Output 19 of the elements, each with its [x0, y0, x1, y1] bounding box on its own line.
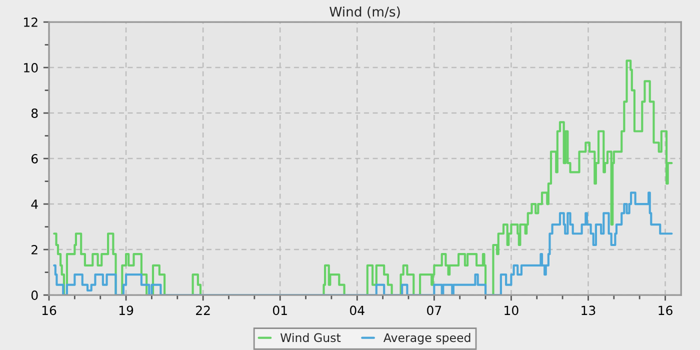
- y-tick-label: 10: [24, 63, 38, 72]
- y-tick-label: 2: [32, 245, 38, 254]
- x-tick-label: 07: [427, 306, 442, 316]
- chart-title: Wind (m/s): [330, 6, 400, 18]
- x-tick-label: 16: [42, 306, 56, 316]
- x-tick-label: 01: [272, 306, 287, 316]
- x-tick-label: 19: [119, 306, 134, 316]
- legend-label: Average speed: [383, 332, 470, 344]
- y-tick-label: 6: [32, 154, 38, 164]
- y-tick-label: 4: [31, 200, 38, 209]
- x-tick-label: 04: [350, 306, 364, 316]
- x-tick-label: 13: [582, 306, 596, 316]
- x-tick-label: 16: [658, 306, 672, 316]
- x-tick-label: 22: [196, 306, 210, 315]
- y-tick-label: 8: [31, 108, 38, 118]
- legend-label: Wind Gust: [280, 332, 341, 342]
- y-tick-label: 12: [24, 18, 38, 27]
- x-tick-label: 10: [504, 306, 518, 316]
- y-tick-label: 0: [31, 290, 38, 300]
